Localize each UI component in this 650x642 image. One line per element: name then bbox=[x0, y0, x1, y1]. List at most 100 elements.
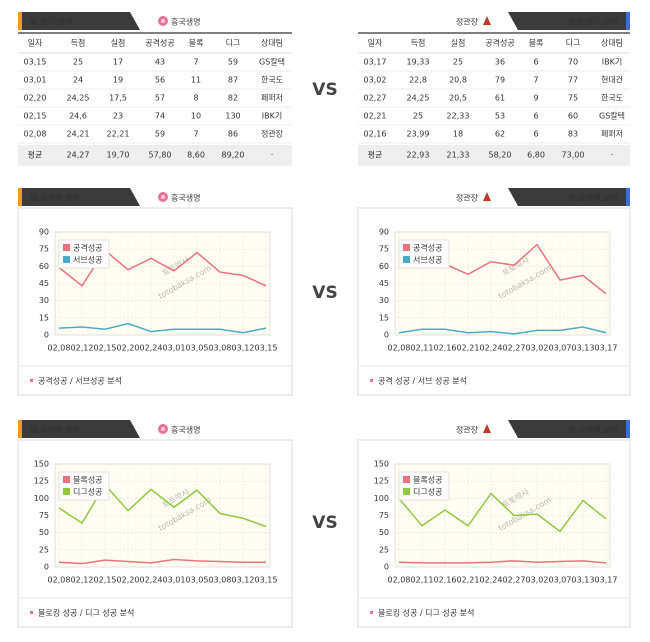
team-name: 흥국생명 bbox=[171, 425, 200, 435]
table-cell: 6,80 bbox=[527, 151, 545, 160]
table-cell: 7 bbox=[193, 58, 198, 67]
team-logo bbox=[483, 192, 491, 201]
legend-swatch bbox=[63, 256, 70, 263]
vs-label: VS bbox=[312, 513, 337, 533]
average-row-bg bbox=[358, 145, 630, 166]
y-tick-label: 60 bbox=[379, 262, 389, 271]
column-header: 일자 bbox=[28, 39, 43, 48]
table-cell: 8,60 bbox=[187, 151, 205, 160]
table-cell: 82 bbox=[228, 94, 238, 103]
chart-caption: 블로킹 성공 / 디그 성공 분석 bbox=[38, 608, 134, 618]
table-cell: 17,5 bbox=[109, 94, 127, 103]
table-cell: 75 bbox=[568, 94, 578, 103]
table-cell: 57 bbox=[155, 94, 165, 103]
section-title: 팀 공격력 분석 bbox=[568, 193, 618, 203]
table-cell: · bbox=[611, 151, 614, 160]
y-tick-label: 75 bbox=[39, 511, 49, 520]
table-cell: 74 bbox=[155, 112, 165, 121]
legend-label: 서브성공 bbox=[73, 256, 102, 265]
table-cell: 22,93 bbox=[407, 151, 430, 160]
column-header: 디그 bbox=[226, 39, 241, 48]
table-cell: 11 bbox=[191, 76, 201, 85]
x-tick-label: 02,08 bbox=[388, 576, 411, 585]
column-header: 상대팀 bbox=[601, 38, 623, 48]
column-header: 공격성공 bbox=[485, 38, 514, 48]
x-tick-label: 02,11 bbox=[411, 576, 434, 585]
x-tick-label: 03,13 bbox=[572, 344, 595, 353]
header-accent bbox=[626, 188, 630, 206]
x-tick-label: 02,24 bbox=[140, 576, 163, 585]
table-cell: 57,80 bbox=[149, 151, 172, 160]
table-cell: 25 bbox=[453, 58, 463, 67]
y-tick-label: 0 bbox=[44, 563, 49, 572]
x-tick-label: 03,07 bbox=[549, 576, 572, 585]
table-cell: 18 bbox=[453, 130, 463, 139]
vs-label: VS bbox=[312, 80, 337, 100]
x-tick-label: 03,12 bbox=[232, 344, 255, 353]
table-cell: · bbox=[271, 151, 274, 160]
table-cell: 24,27 bbox=[67, 151, 90, 160]
table-cell: 6 bbox=[533, 130, 538, 139]
table-cell: 25 bbox=[413, 112, 423, 121]
table-cell: 53 bbox=[495, 112, 505, 121]
table-cell: 70 bbox=[568, 58, 578, 67]
x-tick-label: 03,07 bbox=[549, 344, 572, 353]
table-cell: 89,20 bbox=[222, 151, 245, 160]
team-logo bbox=[483, 16, 491, 25]
header-tab bbox=[18, 420, 140, 438]
caption-bullet bbox=[370, 611, 373, 614]
legend-label: 공격성공 bbox=[413, 243, 442, 253]
table-cell: 19 bbox=[113, 76, 123, 85]
y-tick-label: 0 bbox=[384, 331, 389, 340]
table-cell: 평균 bbox=[28, 150, 43, 160]
column-header: 블록 bbox=[189, 38, 204, 48]
table-cell: 03,02 bbox=[364, 76, 387, 85]
header-tab bbox=[508, 188, 630, 206]
table-cell: 02,21 bbox=[364, 112, 387, 121]
table-cell: 20,8 bbox=[449, 76, 467, 85]
x-tick-label: 02,15 bbox=[94, 576, 117, 585]
x-tick-label: 03,01 bbox=[163, 344, 186, 353]
column-header: 일자 bbox=[368, 39, 383, 48]
table-cell: 9 bbox=[533, 94, 538, 103]
y-tick-label: 125 bbox=[374, 477, 389, 486]
header-tab bbox=[508, 420, 630, 438]
table-cell: 19,33 bbox=[407, 58, 430, 67]
header-accent bbox=[18, 420, 22, 438]
team-name: 정관장 bbox=[456, 17, 479, 27]
x-tick-label: 02,21 bbox=[457, 344, 480, 353]
x-tick-label: 03,08 bbox=[209, 344, 232, 353]
x-tick-label: 03,02 bbox=[526, 576, 549, 585]
y-tick-label: 25 bbox=[379, 545, 389, 554]
column-header: 디그 bbox=[566, 39, 581, 48]
section-title: 원정 경기 성적 bbox=[568, 17, 618, 27]
team-logo-inner bbox=[161, 427, 165, 431]
table-cell: 02,16 bbox=[364, 130, 387, 139]
x-tick-label: 03,05 bbox=[186, 576, 209, 585]
table-cell: 73,00 bbox=[562, 151, 585, 160]
table-cell: 19,70 bbox=[107, 151, 130, 160]
x-tick-label: 03,01 bbox=[163, 576, 186, 585]
table-cell: 페퍼저 bbox=[601, 129, 623, 139]
section-title: 팀 공격력 분석 bbox=[30, 193, 80, 203]
table-cell: 62 bbox=[495, 130, 505, 139]
y-tick-label: 75 bbox=[379, 245, 389, 254]
table-cell: 7 bbox=[193, 130, 198, 139]
y-tick-label: 90 bbox=[39, 228, 49, 237]
team-logo-inner bbox=[161, 19, 165, 23]
y-tick-label: 15 bbox=[39, 313, 49, 322]
caption-bullet bbox=[370, 379, 373, 382]
column-header: 블록 bbox=[529, 38, 544, 48]
table-cell: 23,99 bbox=[407, 130, 430, 139]
y-tick-label: 30 bbox=[379, 296, 389, 305]
table-cell: GS칼텍 bbox=[259, 57, 285, 67]
y-tick-label: 45 bbox=[39, 279, 49, 288]
team-name: 정관장 bbox=[456, 425, 479, 435]
table-cell: 03,15 bbox=[24, 58, 47, 67]
section-title: 홈 경기 성적 bbox=[30, 17, 72, 27]
y-tick-label: 150 bbox=[374, 460, 389, 469]
table-cell: 56 bbox=[155, 76, 165, 85]
x-tick-label: 02,24 bbox=[480, 576, 503, 585]
